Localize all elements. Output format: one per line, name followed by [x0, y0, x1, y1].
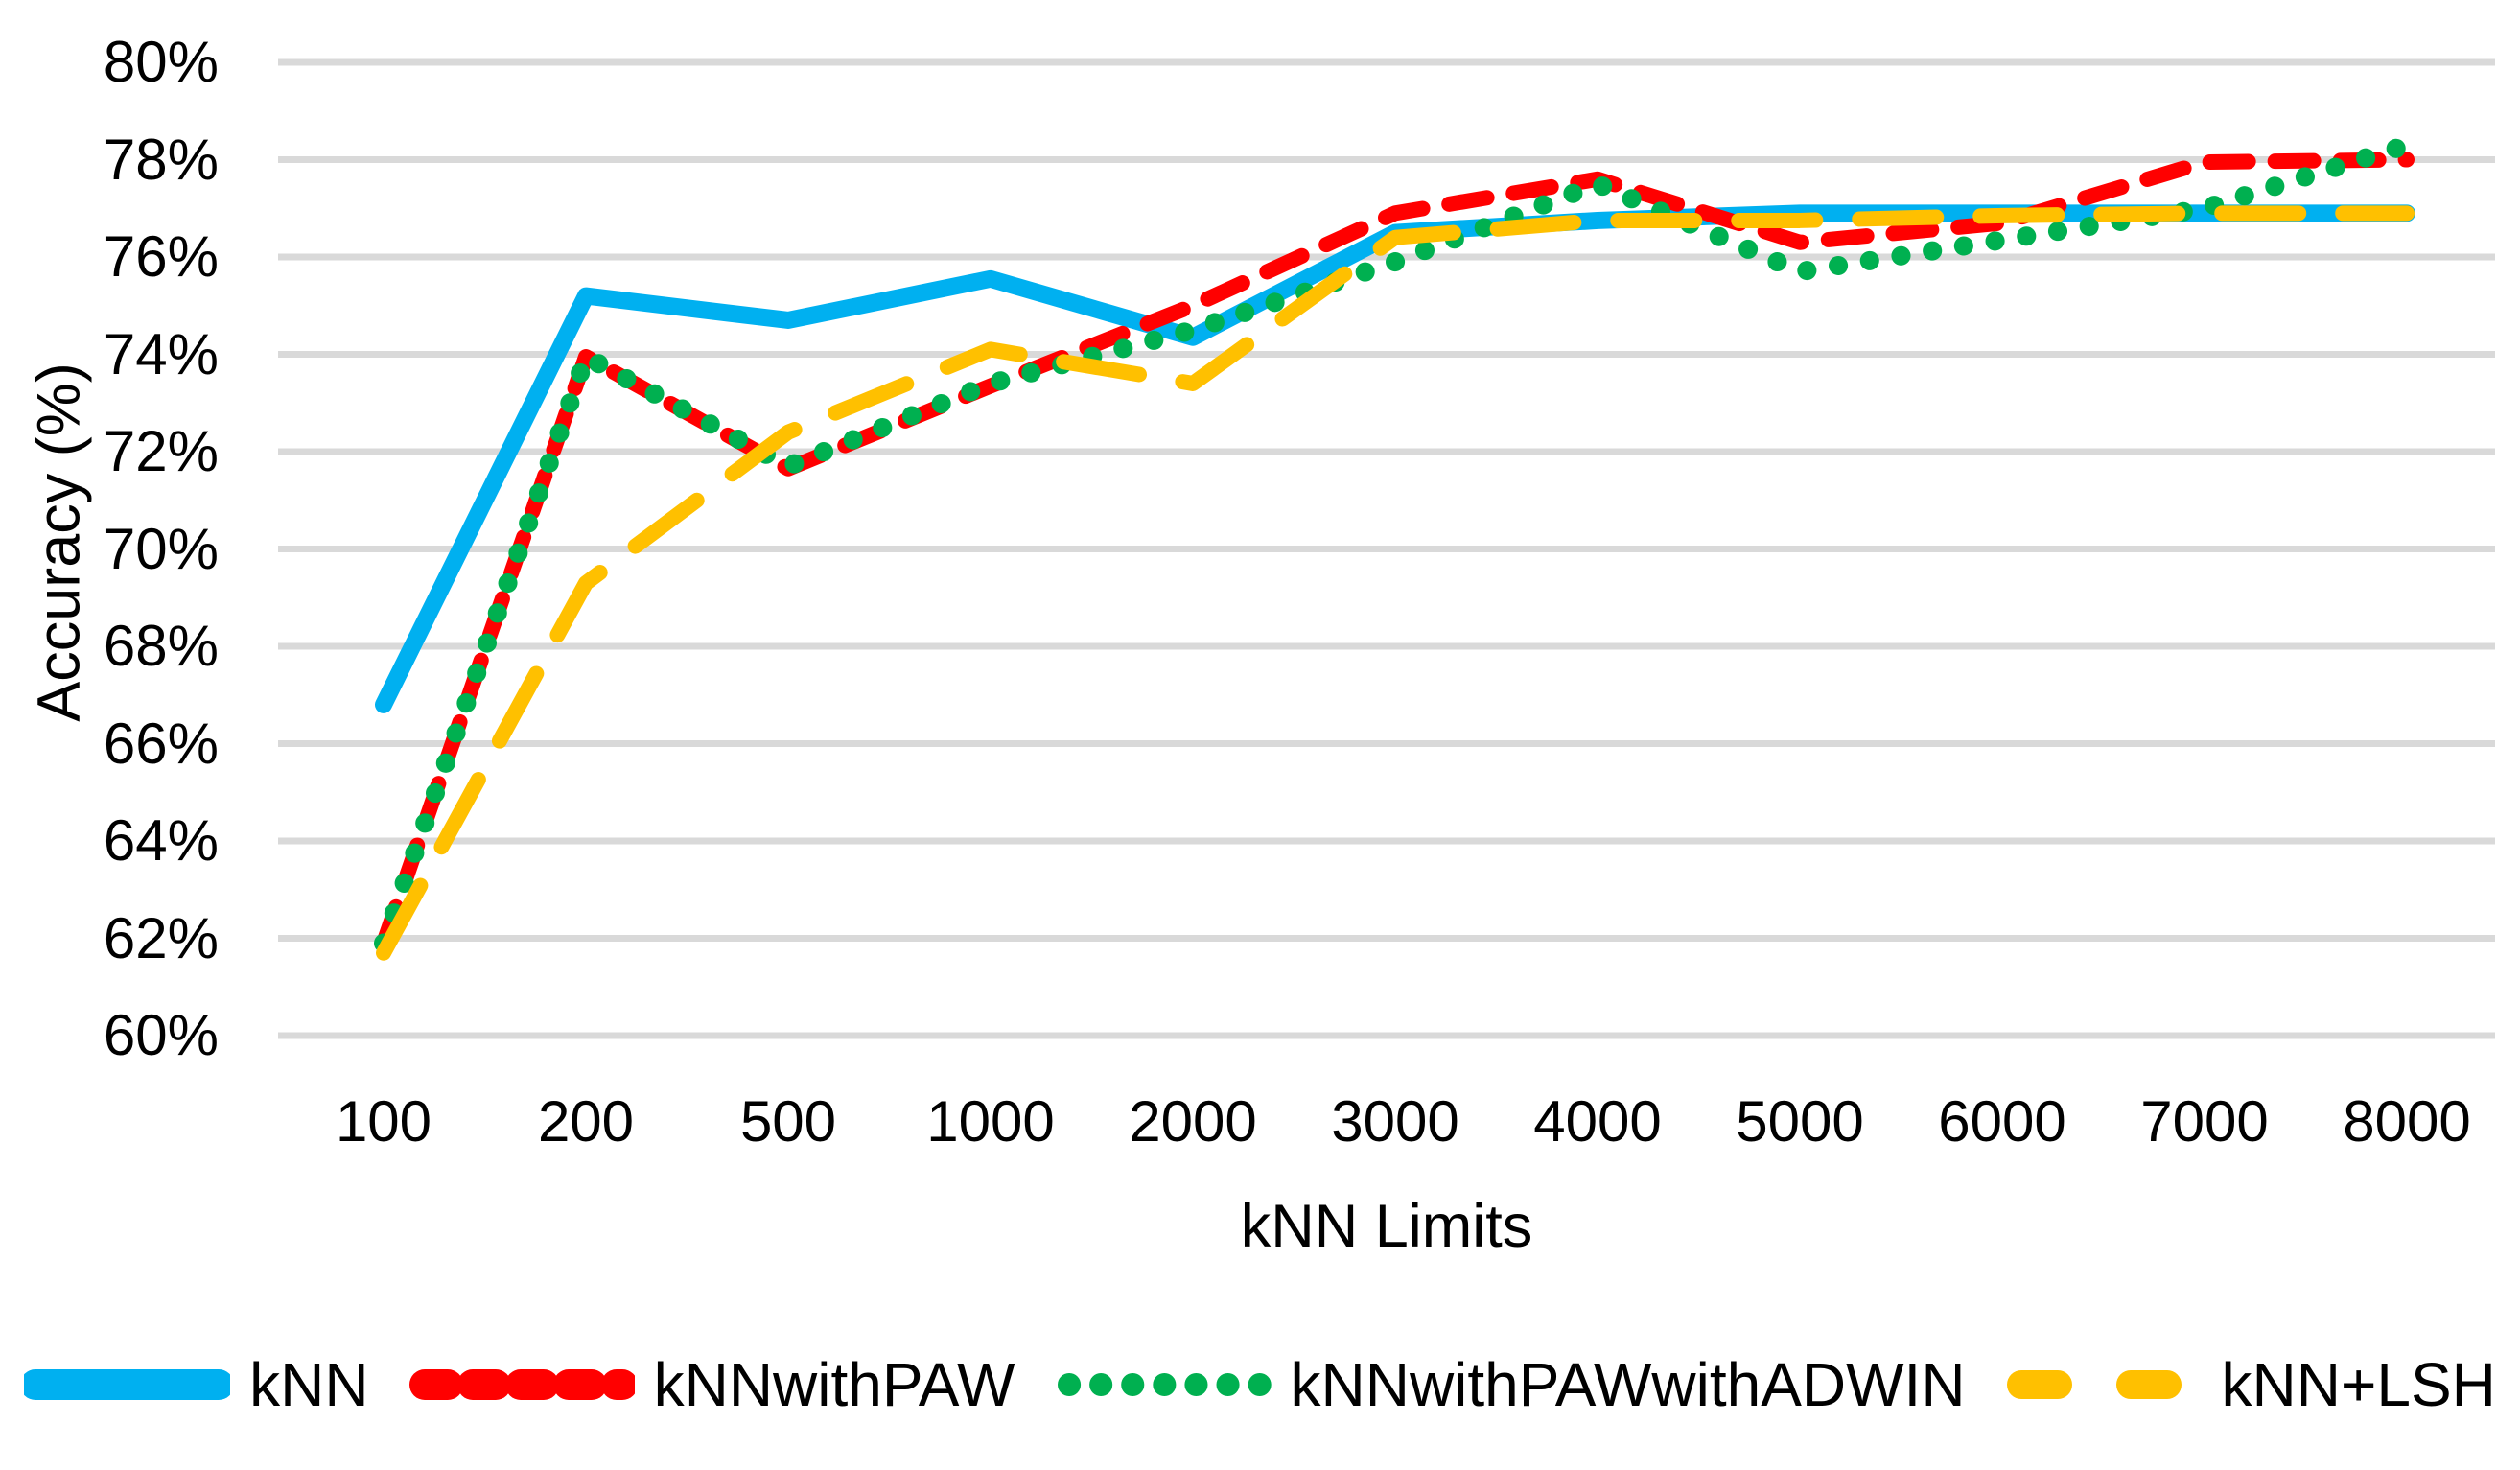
legend-label-knn: kNN — [249, 1350, 369, 1419]
x-tick-label-1000: 1000 — [926, 1089, 1055, 1154]
series-line-knnwithpawwithadwin — [374, 135, 2416, 953]
x-tick-label-3000: 3000 — [1331, 1089, 1459, 1154]
series-line-knn-lsh — [376, 205, 2415, 961]
legend-item-knn: kNN — [24, 1350, 369, 1419]
legend-item-knnwithpaw: kNNwithPAW — [408, 1350, 1015, 1419]
x-tick-label-8000: 8000 — [2343, 1089, 2471, 1154]
x-tick-label-5000: 5000 — [1736, 1089, 1864, 1154]
y-tick-label-72: 72% — [103, 419, 219, 483]
x-axis-title: kNN Limits — [1240, 1193, 1533, 1260]
y-tick-label-78: 78% — [103, 127, 219, 192]
x-tick-label-7000: 7000 — [2140, 1089, 2269, 1154]
legend-label-knnwithpaw: kNNwithPAW — [653, 1350, 1015, 1419]
x-tick-label-6000: 6000 — [1938, 1089, 2066, 1154]
chart-legend: kNN kNNwithPAW kNNwithPAWwithADWIN kNN+LSH — [0, 1350, 2520, 1419]
y-tick-label-64: 64% — [103, 808, 219, 873]
y-tick-label-74: 74% — [103, 321, 219, 386]
y-tick-label-70: 70% — [103, 516, 219, 581]
series-line-knn — [375, 204, 2415, 713]
x-tick-label-4000: 4000 — [1533, 1089, 1662, 1154]
legend-label-knnwithpawwithadwin: kNNwithPAWwithADWIN — [1290, 1350, 1966, 1419]
series-line-knnwithpaw — [376, 152, 2415, 951]
x-tick-label-500: 500 — [739, 1089, 837, 1154]
legend-item-knnwithpawwithadwin: kNNwithPAWwithADWIN — [1056, 1350, 1966, 1419]
y-tick-label-68: 68% — [103, 614, 219, 678]
legend-swatch-knn — [24, 1369, 231, 1400]
x-tick-label-2000: 2000 — [1129, 1089, 1257, 1154]
legend-swatch-knnwithpaw — [408, 1369, 635, 1400]
y-tick-label-62: 62% — [103, 905, 219, 970]
y-tick-label-60: 60% — [103, 1003, 219, 1067]
legend-swatch-knn-lsh — [2006, 1370, 2203, 1399]
y-tick-label-66: 66% — [103, 711, 219, 776]
y-tick-label-76: 76% — [103, 224, 219, 289]
x-tick-label-100: 100 — [335, 1089, 432, 1154]
legend-swatch-knnwithpawwithadwin — [1057, 1373, 1272, 1396]
y-tick-label-80: 80% — [103, 30, 219, 94]
x-tick-label-200: 200 — [537, 1089, 635, 1154]
legend-item-knn-lsh: kNN+LSH — [2006, 1350, 2496, 1419]
legend-label-knn-lsh: kNN+LSH — [2221, 1350, 2496, 1419]
y-axis-title: Accuracy (%) — [25, 362, 93, 722]
